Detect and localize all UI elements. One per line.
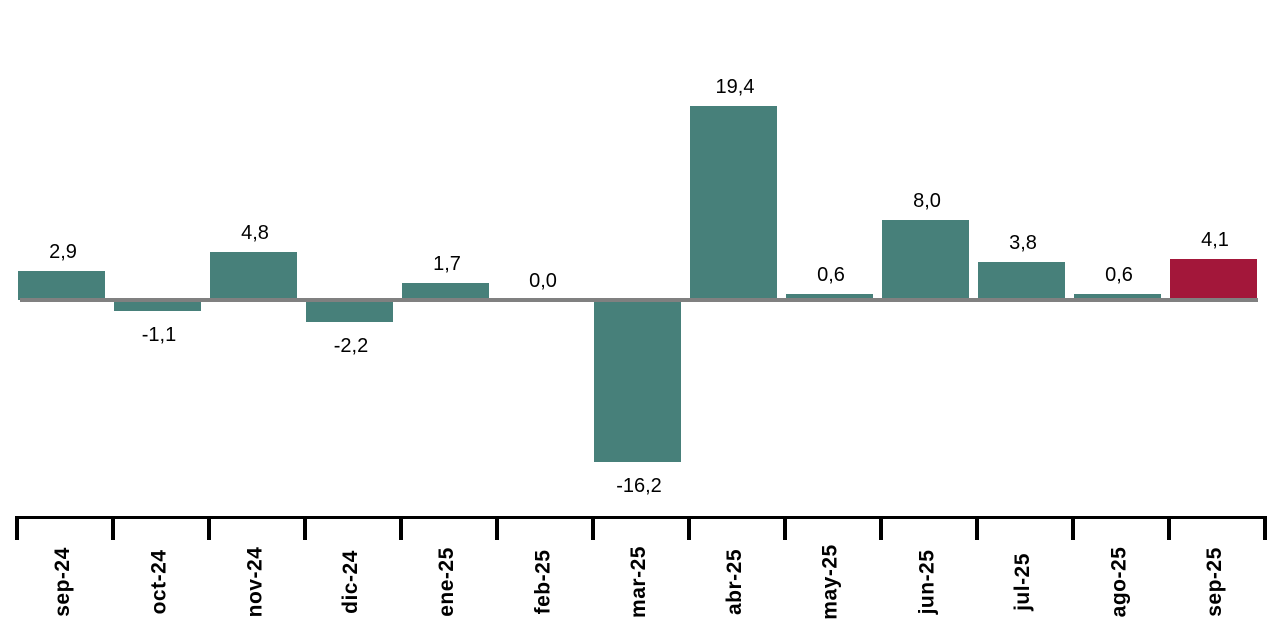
bar-sep-25 bbox=[1170, 259, 1257, 300]
x-axis-label-nov-24: nov-24 bbox=[207, 538, 303, 626]
bar-jun-25 bbox=[882, 220, 969, 300]
x-axis-label-text: jul-25 bbox=[1010, 553, 1034, 611]
x-axis-label-abr-25: abr-25 bbox=[687, 538, 783, 626]
bar-value-label: 1,7 bbox=[433, 253, 461, 275]
x-axis-tick bbox=[399, 516, 403, 540]
bar-nov-24 bbox=[210, 252, 297, 300]
x-axis-tick bbox=[591, 516, 595, 540]
x-axis-tick bbox=[495, 516, 499, 540]
bar-value-label: -1,1 bbox=[141, 324, 177, 346]
x-axis-tick bbox=[15, 516, 19, 540]
x-axis-label-text: feb-25 bbox=[530, 549, 554, 615]
bar-value-label: 4,1 bbox=[1201, 229, 1229, 251]
bar-may-25 bbox=[786, 294, 873, 300]
x-axis-label-ene-25: ene-25 bbox=[399, 538, 495, 626]
x-axis-label-text: ago-25 bbox=[1107, 546, 1130, 618]
x-axis-tick bbox=[207, 516, 211, 540]
bar-value-label: -16,2 bbox=[616, 475, 662, 497]
x-axis-label-jul-25: jul-25 bbox=[975, 538, 1071, 626]
x-axis-label-text: mar-25 bbox=[626, 546, 650, 618]
x-axis-label-text: abr-25 bbox=[723, 548, 746, 616]
zero-baseline bbox=[20, 298, 1258, 302]
x-axis-label-dic-24: dic-24 bbox=[303, 538, 399, 626]
x-axis-label-text: jun-25 bbox=[915, 549, 938, 615]
bar-ago-25 bbox=[1074, 294, 1161, 300]
bar-value-label: 3,8 bbox=[1009, 232, 1037, 254]
x-axis-label-mar-25: mar-25 bbox=[591, 538, 687, 626]
x-axis-label-feb-25: feb-25 bbox=[495, 538, 591, 626]
bar-value-label: 0,6 bbox=[817, 264, 845, 286]
x-axis-label-text: sep-24 bbox=[50, 547, 74, 617]
bar-sep-24 bbox=[18, 271, 105, 300]
bar-oct-24 bbox=[114, 300, 201, 311]
x-axis-tick bbox=[879, 516, 883, 540]
x-axis-tick bbox=[975, 516, 979, 540]
bar-value-label: -2,2 bbox=[333, 335, 369, 357]
x-axis-tick bbox=[1263, 516, 1267, 540]
x-axis-label-text: dic-24 bbox=[338, 550, 362, 614]
x-axis-label-sep-25: sep-25 bbox=[1167, 538, 1263, 626]
bar-ene-25 bbox=[402, 283, 489, 300]
bar-abr-25 bbox=[690, 106, 777, 300]
x-axis-tick bbox=[783, 516, 787, 540]
x-axis-label-may-25: may-25 bbox=[783, 538, 879, 626]
bar-value-label: 0,6 bbox=[1105, 264, 1133, 286]
bar-value-label: 2,9 bbox=[49, 241, 77, 263]
bar-value-label: 0,0 bbox=[529, 270, 557, 292]
bar-dic-24 bbox=[306, 300, 393, 322]
bar-mar-25 bbox=[594, 300, 681, 462]
bar-value-label: 4,8 bbox=[241, 222, 269, 244]
x-axis-tick bbox=[303, 516, 307, 540]
x-axis-label-text: nov-24 bbox=[243, 546, 266, 618]
x-axis-label-text: ene-25 bbox=[434, 547, 458, 617]
x-axis-label-jun-25: jun-25 bbox=[879, 538, 975, 626]
x-axis-label-sep-24: sep-24 bbox=[15, 538, 111, 626]
x-axis-label-text: sep-25 bbox=[1202, 547, 1226, 617]
x-axis-tick bbox=[1167, 516, 1171, 540]
x-axis-label-oct-24: oct-24 bbox=[111, 538, 207, 626]
x-axis-label-text: may-25 bbox=[818, 544, 842, 620]
x-axis-tick bbox=[687, 516, 691, 540]
bar-jul-25 bbox=[978, 262, 1065, 300]
x-axis-label-ago-25: ago-25 bbox=[1071, 538, 1167, 626]
x-axis-tick bbox=[111, 516, 115, 540]
x-axis-tick bbox=[1071, 516, 1075, 540]
x-axis-label-text: oct-24 bbox=[146, 549, 170, 615]
bar-value-label: 19,4 bbox=[715, 76, 755, 98]
x-axis-line bbox=[15, 516, 1267, 519]
bar-value-label: 8,0 bbox=[913, 190, 941, 212]
